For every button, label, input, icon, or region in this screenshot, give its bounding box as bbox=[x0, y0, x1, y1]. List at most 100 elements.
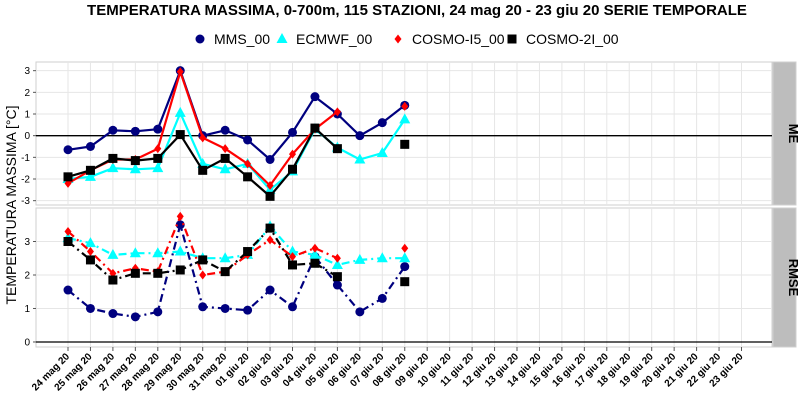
legend-label-3: COSMO-2I_00 bbox=[526, 31, 619, 47]
data-point bbox=[174, 106, 186, 117]
data-point bbox=[219, 252, 231, 263]
y-tick-label: 3 bbox=[24, 66, 30, 77]
data-point bbox=[401, 243, 409, 253]
series-rmse-cosmo-i5-00 bbox=[64, 211, 409, 280]
series-line bbox=[67, 223, 406, 318]
data-point bbox=[243, 305, 253, 315]
data-point bbox=[376, 147, 388, 157]
data-point bbox=[63, 145, 73, 155]
data-point bbox=[288, 302, 297, 312]
legend-entry-cosmo-2i-00: COSMO-2I_00 bbox=[507, 31, 619, 47]
y-tick-label: 1 bbox=[24, 110, 30, 121]
data-point bbox=[354, 253, 366, 264]
legend-marker-2 bbox=[394, 34, 402, 44]
data-point bbox=[220, 153, 230, 163]
data-point bbox=[288, 260, 297, 270]
data-point bbox=[85, 303, 95, 313]
y-tick-label: 0 bbox=[24, 337, 30, 348]
data-point bbox=[310, 92, 320, 102]
y-tick-label: 3 bbox=[24, 237, 30, 248]
data-point bbox=[129, 163, 141, 174]
data-point bbox=[153, 268, 163, 278]
data-point bbox=[108, 309, 118, 319]
data-point bbox=[84, 237, 96, 248]
legend-entry-mms-00: MMS_00 bbox=[195, 31, 270, 47]
data-point bbox=[243, 135, 253, 145]
data-point bbox=[288, 127, 297, 137]
data-point bbox=[243, 172, 253, 182]
panel-strip-me bbox=[772, 61, 797, 206]
data-point bbox=[332, 144, 342, 154]
y-tick-label: 2 bbox=[24, 270, 30, 281]
data-point bbox=[129, 247, 141, 258]
panel-background-me bbox=[35, 61, 773, 206]
series-rmse-cosmo-2i-00 bbox=[63, 223, 410, 287]
legend-entry-cosmo-i5-00: COSMO-I5_00 bbox=[394, 31, 505, 47]
legend-marker-3 bbox=[507, 34, 517, 44]
data-point bbox=[265, 191, 275, 201]
data-point bbox=[153, 153, 163, 163]
data-point bbox=[220, 303, 230, 313]
data-point bbox=[400, 139, 410, 149]
panel-me: -3 -2 -1 0 1 2 3 ME bbox=[21, 61, 800, 207]
data-point bbox=[244, 159, 252, 169]
data-point bbox=[130, 126, 140, 136]
legend-entry-ecmwf-00: ECMWF_00 bbox=[276, 31, 372, 47]
data-point bbox=[377, 118, 387, 128]
data-point bbox=[355, 307, 365, 317]
data-point bbox=[266, 181, 274, 190]
data-point bbox=[333, 253, 341, 263]
data-point bbox=[198, 302, 208, 312]
y-tick-label: 1 bbox=[24, 304, 30, 315]
data-point bbox=[309, 248, 321, 259]
series-line bbox=[67, 69, 406, 161]
chart-title: TEMPERATURA MASSIMA, 0-700m, 115 STAZION… bbox=[87, 2, 747, 19]
data-point bbox=[220, 267, 230, 277]
data-point bbox=[130, 268, 140, 278]
y-tick-label: 0 bbox=[24, 131, 30, 142]
data-point bbox=[85, 255, 95, 265]
data-point bbox=[199, 270, 207, 280]
legend-label-2: COSMO-I5_00 bbox=[412, 31, 505, 47]
data-point bbox=[220, 125, 230, 135]
data-point bbox=[107, 162, 119, 173]
data-point bbox=[355, 131, 365, 141]
data-point bbox=[153, 307, 163, 317]
data-point bbox=[199, 133, 207, 143]
data-point bbox=[130, 312, 140, 322]
data-point bbox=[289, 252, 296, 262]
panel-strip-label-rmse: RMSE bbox=[786, 259, 800, 297]
data-point bbox=[176, 211, 184, 221]
data-point bbox=[265, 223, 275, 233]
legend: MMS_00 ECMWF_00 COSMO-I5_00 COSMO-2I_00 bbox=[195, 31, 619, 47]
y-tick-label: -2 bbox=[21, 175, 30, 186]
data-point bbox=[310, 258, 320, 268]
data-point bbox=[266, 235, 274, 245]
data-point bbox=[265, 285, 275, 295]
data-point bbox=[354, 153, 366, 164]
y-tick-label: 2 bbox=[24, 88, 30, 99]
data-point bbox=[175, 220, 185, 230]
legend-marker-0 bbox=[195, 34, 205, 44]
data-point bbox=[63, 172, 73, 182]
data-point bbox=[219, 163, 231, 174]
data-point bbox=[152, 247, 164, 258]
data-point bbox=[64, 226, 72, 236]
panel-strip-rmse bbox=[772, 207, 797, 348]
series-rmse-mms-00 bbox=[63, 220, 410, 322]
series-line bbox=[67, 225, 405, 266]
data-point bbox=[108, 275, 118, 285]
data-point bbox=[85, 142, 95, 151]
data-point bbox=[175, 265, 185, 275]
y-axis-label: TEMPERATURA MASSIMA [°C] bbox=[3, 105, 19, 304]
data-point bbox=[198, 255, 208, 265]
data-point bbox=[400, 277, 410, 287]
data-point bbox=[401, 101, 409, 111]
data-point bbox=[154, 144, 162, 154]
panel-rmse: 0 1 2 3 RMSE bbox=[24, 207, 800, 348]
data-point bbox=[174, 245, 186, 256]
data-point bbox=[63, 236, 73, 246]
panel-strip-label-me: ME bbox=[786, 124, 800, 144]
legend-marker-1 bbox=[276, 33, 288, 43]
